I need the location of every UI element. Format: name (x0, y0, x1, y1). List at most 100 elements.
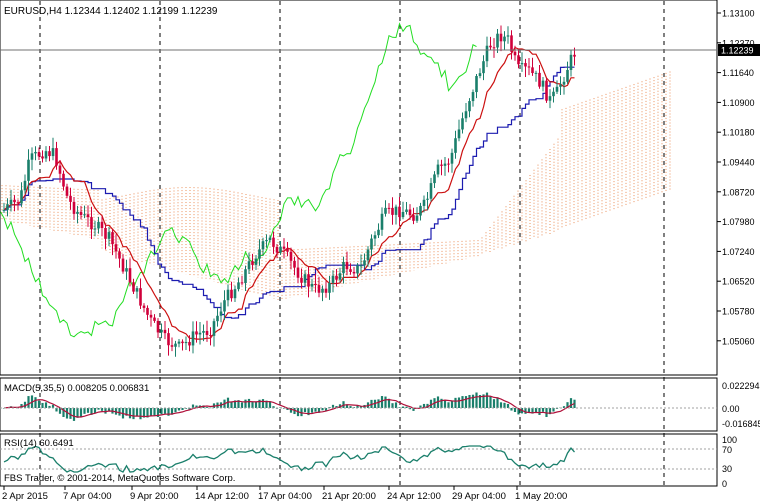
macd-bar (254, 401, 258, 408)
macd-bar (237, 400, 240, 408)
candle-body (454, 138, 457, 153)
macd-bar (233, 400, 237, 408)
candle-body (251, 261, 254, 265)
candle-body (177, 341, 181, 344)
candle-body (247, 261, 251, 270)
macd-bar (139, 408, 142, 420)
candle-body (510, 35, 513, 52)
rsi-tick-label: 70 (722, 445, 732, 455)
rsi-line (3, 445, 575, 473)
candle-body (419, 205, 422, 216)
candle-body (394, 206, 398, 215)
macd-bar (345, 404, 349, 408)
candle-body (538, 72, 541, 87)
macd-bar (359, 406, 363, 408)
candle-body (307, 274, 310, 287)
candle-body (555, 86, 559, 92)
macd-bar (69, 408, 72, 419)
candle-body (69, 195, 72, 202)
macd-bar (72, 408, 76, 421)
candle-body (471, 92, 475, 102)
macd-bar (324, 408, 328, 411)
price-tick-label: 1.13100 (722, 9, 755, 19)
candle-body (478, 73, 482, 77)
price-tick-label: 1.09440 (722, 158, 755, 168)
macd-bar (37, 400, 41, 408)
macd-bar (104, 408, 107, 414)
candle-body (146, 307, 149, 315)
time-axis[interactable]: 2 Apr 2015 7 Apr 04:00 9 Apr 20:00 14 Apr 1… (2, 486, 567, 502)
candle-body (436, 164, 440, 175)
kijun-sen-line (4, 66, 575, 319)
candle-body (363, 260, 366, 266)
macd-panel[interactable] (0, 377, 718, 432)
candle-body (48, 151, 51, 157)
candle-body (72, 201, 76, 214)
price-axis[interactable]: 1.13100 1.12370 1.11640 1.10900 1.10180 1.094… (717, 9, 755, 347)
candle-body (90, 217, 93, 230)
candle-body (282, 246, 286, 249)
candle-body (562, 81, 566, 85)
price-tick-label: 1.07980 (722, 217, 755, 227)
macd-bar (289, 408, 293, 413)
macd-bar (205, 407, 209, 408)
candle-body (457, 129, 461, 139)
macd-bar (517, 408, 520, 415)
macd-tick-label: 0.00 (722, 404, 740, 414)
macd-bar (86, 408, 90, 413)
candle-body (226, 289, 230, 301)
macd-bar (177, 408, 181, 411)
macd-bar (76, 408, 79, 418)
macd-bar (552, 408, 555, 412)
rsi-panel[interactable] (0, 433, 718, 487)
macd-axis: 0.022294 0.00 -0.016845 (722, 381, 760, 429)
macd-bar (356, 405, 359, 408)
macd-bar (125, 408, 128, 416)
main-price-panel[interactable] (0, 0, 718, 376)
macd-bar (531, 408, 534, 414)
candle-body (275, 246, 279, 253)
candle-body (534, 72, 538, 74)
macd-bar (387, 398, 391, 408)
candle-body (352, 271, 356, 274)
candle-body (41, 156, 44, 159)
macd-bar (195, 405, 198, 408)
candle-body (317, 285, 321, 293)
macd-bar (230, 401, 233, 408)
macd-bar (160, 408, 163, 415)
macd-bar (251, 401, 254, 408)
candle-body (356, 265, 359, 274)
candle-body (541, 80, 545, 87)
macd-bar (226, 397, 230, 408)
candle-body (499, 33, 503, 42)
macd-bar (97, 408, 100, 410)
candlesticks[interactable] (2, 25, 576, 357)
candle-body (513, 51, 517, 56)
candle-body (272, 237, 275, 247)
macd-bar (23, 401, 27, 408)
macd-bar (163, 408, 167, 414)
candle-body (188, 341, 191, 346)
macd-bar (58, 408, 62, 414)
macd-bar (293, 408, 296, 415)
candle-body (153, 317, 156, 321)
candle-body (156, 320, 160, 333)
macd-bar (93, 408, 97, 414)
macd-bar (331, 404, 335, 408)
time-tick-label: 1 May 20:00 (515, 491, 567, 502)
macd-bar (286, 408, 289, 410)
macd-bar (401, 406, 405, 408)
macd-bar (496, 397, 499, 408)
candle-body (286, 248, 289, 252)
candle-body (520, 63, 524, 65)
candle-body (485, 45, 489, 62)
macd-bar (170, 408, 174, 415)
macd-bar (377, 399, 380, 408)
candle-body (100, 221, 104, 229)
candle-body (212, 321, 216, 336)
candle-body (27, 159, 30, 181)
candle-body (328, 282, 331, 293)
macd-bar (128, 408, 132, 419)
candle-body (107, 232, 111, 239)
